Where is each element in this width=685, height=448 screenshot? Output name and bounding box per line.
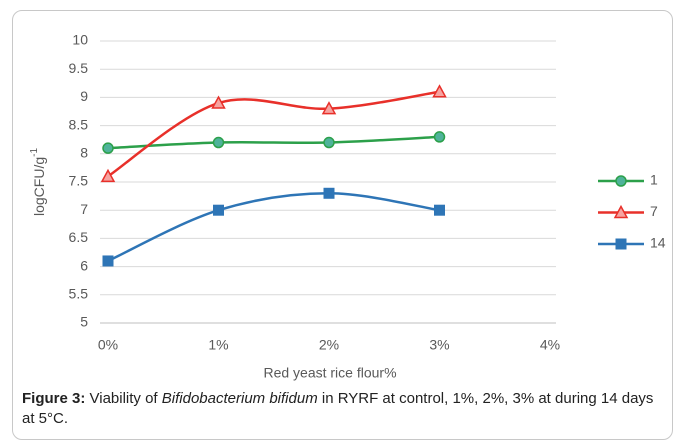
- y-tick-label: 5.5: [69, 286, 89, 302]
- marker: [323, 187, 335, 199]
- y-tick-label: 6.5: [69, 229, 89, 245]
- marker: [432, 84, 447, 98]
- marker: [211, 95, 226, 109]
- x-tick-label: 3%: [429, 337, 449, 353]
- legend-marker: [615, 175, 627, 187]
- marker: [321, 101, 337, 115]
- marker: [213, 204, 224, 216]
- x-tick-label: 4%: [540, 337, 560, 353]
- y-tick-label: 7.5: [69, 173, 89, 189]
- marker: [212, 136, 225, 149]
- legend-marker: [615, 238, 627, 250]
- y-tick-label: 7: [80, 201, 88, 217]
- series-line: [107, 135, 440, 150]
- x-tick-label: 2%: [319, 337, 339, 353]
- y-tick-label: 10: [72, 32, 88, 48]
- marker: [434, 204, 445, 216]
- marker: [102, 142, 114, 154]
- y-axis-label: logCFU/g-1: [29, 148, 47, 216]
- marker: [433, 131, 446, 143]
- y-tick-label: 9.5: [69, 60, 89, 76]
- x-tick-label: 0%: [98, 337, 118, 353]
- caption-text: Viability of: [85, 390, 162, 407]
- frame: [12, 10, 673, 440]
- x-axis-label: Red yeast rice flour%: [263, 365, 396, 381]
- legend-label: 14: [650, 235, 666, 251]
- y-tick-label: 5: [80, 314, 88, 330]
- marker: [323, 136, 335, 149]
- y-tick-label: 8: [80, 145, 88, 161]
- marker: [102, 255, 114, 267]
- caption-label: Figure 3:: [22, 390, 86, 407]
- x-tick-label: 1%: [208, 337, 228, 353]
- marker: [100, 168, 116, 183]
- y-axis-label-main: logCFU/g: [31, 157, 47, 216]
- legend-marker: [613, 204, 629, 219]
- y-axis-label-sup: -1: [29, 148, 40, 157]
- series-line: [107, 90, 440, 178]
- y-tick-label: 8.5: [69, 116, 89, 132]
- legend-label: 7: [650, 203, 658, 219]
- legend-label: 1: [650, 172, 658, 188]
- y-tick-label: 9: [80, 88, 88, 104]
- y-tick-label: 6: [80, 257, 88, 273]
- caption-text: in RYRF at control, 1%, 2%, 3% at during…: [22, 390, 654, 427]
- caption-species: Bifidobacterium bifidum: [161, 390, 318, 407]
- caption: Figure 3: Viability of Bifidobacterium b…: [22, 389, 662, 429]
- series-line: [107, 192, 440, 263]
